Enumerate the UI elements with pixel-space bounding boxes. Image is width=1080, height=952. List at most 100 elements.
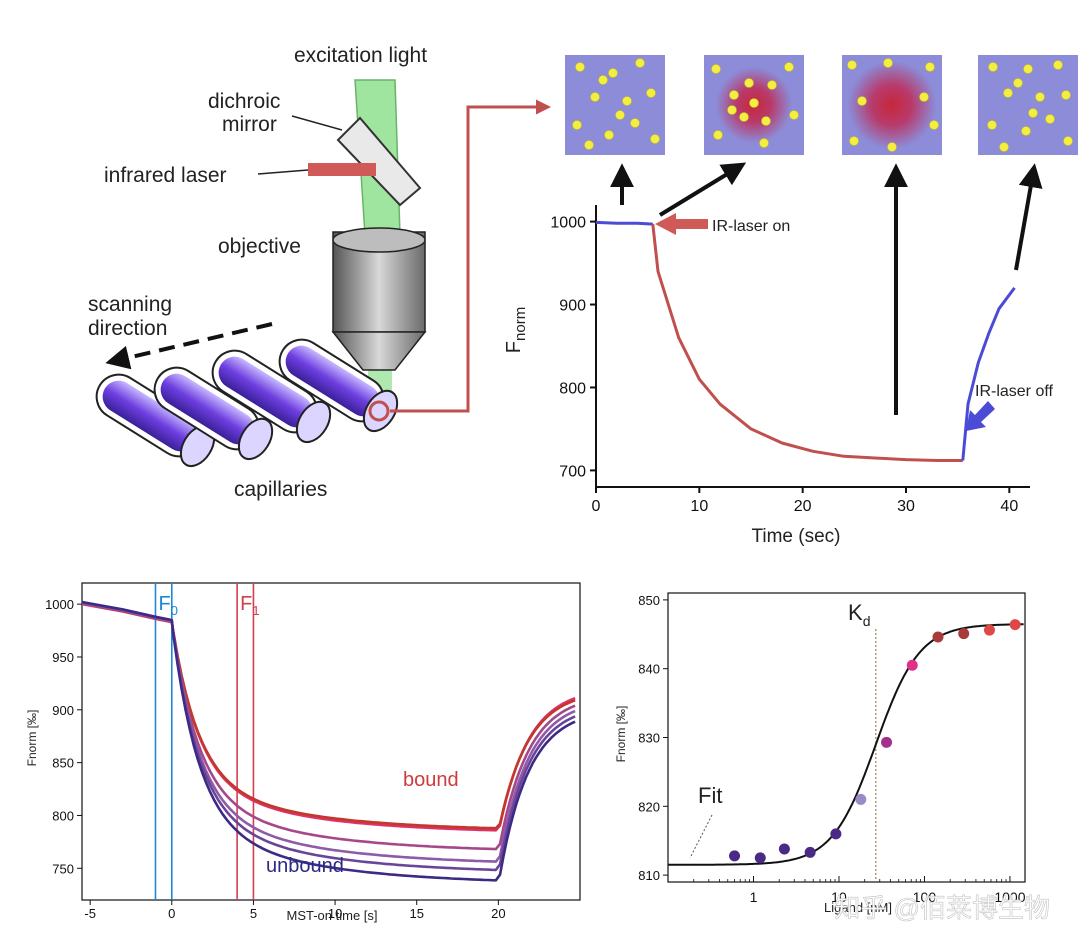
molecule-dot (1063, 136, 1073, 146)
arrow-to-tile-2 (658, 162, 747, 217)
chart3-frame (667, 592, 1026, 883)
molecule-dot (887, 142, 897, 152)
data-point (983, 624, 995, 636)
chart3-fit (668, 623, 1024, 866)
molecule-dot (929, 120, 939, 130)
watermark-text: 知乎 @佰莱博生物 (834, 893, 1050, 923)
chart2-ytick-label: 950 (52, 650, 74, 665)
chart1-axes (595, 205, 1030, 488)
chart-mst-traces: F0 F1 -5 0 5 10 15 20 750 800 850 900 950 1000 MST-o… (25, 582, 581, 923)
pointer-dichroic (291, 115, 343, 131)
molecule-dot (1021, 126, 1031, 136)
chart2-xtick-label: 20 (491, 906, 505, 921)
chart1-series-line (595, 220, 653, 226)
chart2-markers: F0 F1 (154, 583, 260, 900)
molecule-dot (759, 138, 769, 148)
molecule-dot (1023, 64, 1033, 74)
arrow-to-tile-4 (1014, 163, 1043, 271)
data-point (906, 659, 918, 671)
chart1-ytick-label: 700 (559, 463, 586, 480)
data-point (729, 850, 741, 862)
chart1-series (595, 220, 1016, 462)
label-infrared-laser: infrared laser (104, 164, 227, 187)
chart2-xtick-label: 15 (409, 906, 423, 921)
chart3-ylabel: Fnorm [‰] (614, 706, 628, 763)
tile-steady-state (842, 55, 942, 155)
molecule-dot (1061, 90, 1071, 100)
molecule-dot (1045, 114, 1055, 124)
fit-label: Fit (698, 783, 722, 808)
chart2-xtick-label: -5 (84, 906, 96, 921)
chart3-ytick-label: 830 (638, 731, 660, 746)
data-point (830, 828, 842, 840)
chart2-ytick-label: 850 (52, 756, 74, 771)
mst-setup-illustration: excitation light dichroic mirror infrare… (88, 44, 551, 501)
chart-binding-curve: 1 10 100 1000 810 820 830 840 850 Fnorm [‰] Liga… (614, 592, 1026, 915)
data-point (932, 631, 944, 643)
data-point (855, 793, 867, 805)
chart2-series (81, 600, 576, 882)
chart3-ticks: 1 10 100 1000 810 820 830 840 850 (638, 593, 1025, 905)
molecule-dot (727, 105, 737, 115)
molecule-dot (988, 62, 998, 72)
scanning-direction-arrow (105, 322, 273, 370)
chart2-marker-label: F1 (240, 593, 259, 618)
chart2-trace (81, 601, 576, 872)
chart2-marker-label: F0 (158, 593, 177, 618)
chart1-series-line (651, 223, 963, 462)
ir-off-arrow-icon (966, 401, 995, 431)
molecule-dot (713, 130, 723, 140)
molecule-dot (1013, 78, 1023, 88)
data-point (881, 736, 893, 748)
chart3-ytick-label: 810 (638, 868, 660, 883)
chart2-axes (81, 582, 581, 901)
molecule-dot (925, 62, 935, 72)
chart3-ytick-label: 850 (638, 593, 660, 608)
molecule-dot (646, 88, 656, 98)
connector-line (390, 99, 551, 413)
data-point (778, 843, 790, 855)
kd-label: Kd (848, 600, 870, 629)
objective-cone (331, 331, 427, 371)
infrared-laser-beam (308, 163, 376, 176)
chart2-trace (81, 600, 576, 882)
chart1-xtick-label: 20 (794, 498, 812, 515)
molecule-dot (608, 68, 618, 78)
chart1-series-line (961, 287, 1016, 461)
molecule-dot (711, 64, 721, 74)
molecule-dot (847, 60, 857, 70)
chart1-ytick-label: 900 (559, 298, 586, 315)
chart3-xtick-label: 1000 (994, 889, 1025, 905)
chart3-axes (667, 592, 1026, 883)
chart2-trace (81, 601, 576, 863)
chart3-xtick-label: 10 (831, 889, 847, 905)
molecule-dot (615, 110, 625, 120)
molecule-dot (598, 75, 608, 85)
ir-on-arrow-icon (655, 213, 708, 235)
chart2-xtick-label: 5 (250, 906, 257, 921)
label-excitation-light: excitation light (294, 44, 427, 67)
chart1-ylabel: Fnorm (503, 307, 529, 353)
focus-spot-icon (368, 400, 390, 422)
molecule-dot (622, 96, 632, 106)
molecule-dot (1028, 108, 1038, 118)
chart1-xlabel: Time (sec) (751, 526, 840, 547)
fit-curve (668, 623, 1024, 866)
molecule-dot (584, 140, 594, 150)
chart2-trace (81, 602, 576, 851)
chart2-ytick-label: 800 (52, 808, 74, 823)
data-point (958, 628, 970, 640)
chart2-xtick-label: 0 (168, 906, 175, 921)
molecule-dot (650, 134, 660, 144)
data-point (754, 852, 766, 864)
chart2-ytick-label: 1000 (45, 597, 74, 612)
fluorescence-tiles (565, 55, 1078, 415)
molecule-dot (919, 92, 929, 102)
chart2-ylabel: Fnorm [‰] (25, 710, 39, 767)
fit-pointer (689, 814, 713, 859)
molecule-dot (789, 110, 799, 120)
chart2-ytick-label: 900 (52, 703, 74, 718)
data-point (1009, 619, 1021, 631)
molecule-dot (729, 90, 739, 100)
